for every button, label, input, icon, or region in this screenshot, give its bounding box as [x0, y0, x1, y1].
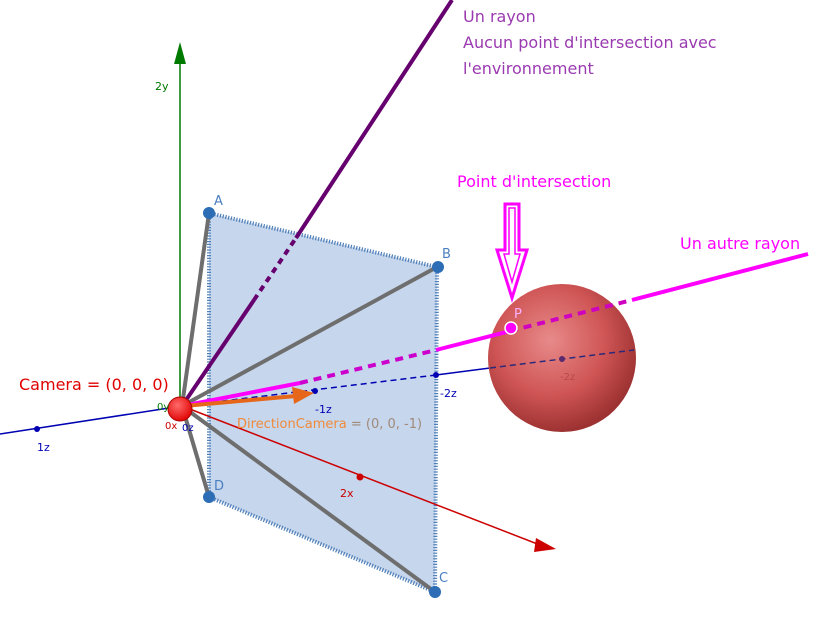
- annotation-other-ray: Un autre rayon: [680, 234, 800, 253]
- image-plane: [209, 213, 437, 592]
- axis-label-0z: 0z: [182, 423, 194, 434]
- axis-label-1z: 1z: [37, 441, 50, 454]
- annotation-intersection: Point d'intersection: [457, 172, 611, 191]
- z-axis-tick-1: [34, 426, 40, 432]
- sphere-center: [559, 356, 565, 362]
- annotation-direction: DirectionCamera = (0, 0, -1): [237, 417, 422, 432]
- point-b[interactable]: [432, 261, 444, 273]
- annotation-ray-line2: Aucun point d'intersection avec: [463, 33, 717, 52]
- z-axis-back: [0, 405, 183, 435]
- image-plane-edges: [207, 211, 439, 594]
- point-a-label: A: [214, 194, 223, 209]
- annotation-ray-line3: l'environnement: [463, 59, 594, 78]
- z-axis-far: [435, 367, 491, 376]
- point-d-label: D: [214, 479, 224, 494]
- direction-name: DirectionCamera: [237, 417, 347, 432]
- z-axis-tick-m2: [433, 372, 439, 378]
- direction-vector: [183, 394, 297, 408]
- annotation-ray-title: Un rayon: [463, 7, 536, 26]
- ray-no-hit-solid: [180, 298, 256, 408]
- axis-label-minus1z: -1z: [315, 403, 332, 416]
- axis-label-0y: 0y: [157, 402, 169, 413]
- direction-vector-arrowhead: [292, 387, 314, 404]
- ray-hit-inside-sphere: [509, 298, 633, 333]
- ray-hit-to-sphere: [435, 329, 511, 352]
- axis-label-minus2z-sphere: -2z: [560, 372, 575, 383]
- frustum-edges: [180, 211, 439, 594]
- ray-hit-front: [181, 381, 301, 408]
- ray-hit-beyond: [631, 252, 809, 302]
- y-axis-arrowhead: [174, 42, 186, 64]
- annotation-camera: Camera = (0, 0, 0): [19, 375, 169, 394]
- point-b-label: B: [442, 247, 451, 262]
- axis-label-0x: 0x: [165, 421, 177, 432]
- ray-hit-hidden: [299, 348, 437, 385]
- z-axis-tick-m1: [312, 388, 318, 394]
- ray-no-hit-beyond: [294, 0, 454, 240]
- point-p[interactable]: [504, 321, 518, 335]
- point-c[interactable]: [429, 586, 441, 598]
- point-a[interactable]: [203, 207, 215, 219]
- point-c-label: C: [439, 571, 448, 586]
- intersection-arrow-icon: [494, 202, 530, 304]
- point-p-label: P: [514, 307, 522, 322]
- x-axis-tick-2: [356, 473, 364, 481]
- x-axis-arrowhead: [534, 538, 556, 552]
- direction-value: = (0, 0, -1): [347, 417, 422, 432]
- ray-no-hit-hidden: [252, 236, 298, 302]
- camera-point[interactable]: [167, 396, 193, 422]
- axis-label-2y: 2y: [155, 80, 169, 93]
- axis-label-2x: 2x: [340, 487, 354, 500]
- point-d[interactable]: [203, 491, 215, 503]
- axis-label-minus2z: -2z: [440, 387, 457, 400]
